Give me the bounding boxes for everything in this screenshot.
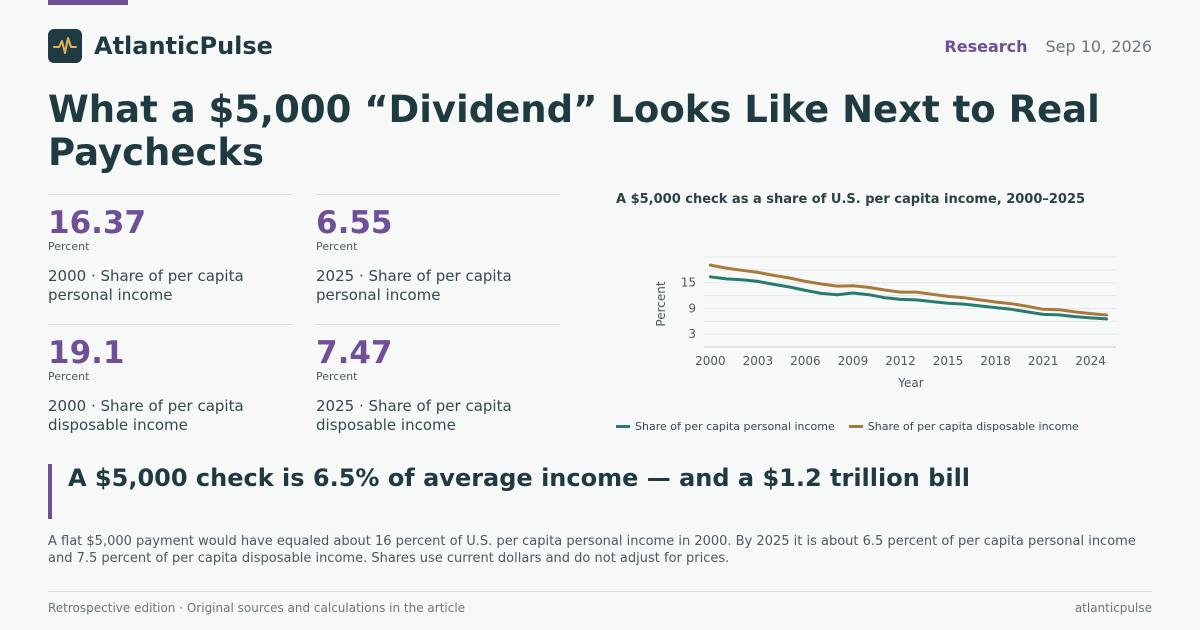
page-footer: Retrospective edition · Original sources…: [48, 591, 1152, 615]
legend-swatch: [616, 425, 630, 428]
stat-value: 6.55: [316, 205, 393, 241]
stat-description: 2000 · Share of per capita disposable in…: [48, 397, 244, 434]
section-link[interactable]: Research: [944, 36, 1028, 56]
x-tick-label: 2018: [980, 354, 1011, 368]
x-tick-label: 2015: [933, 354, 964, 368]
stat-description: 2025 · Share of per capita disposable in…: [316, 397, 512, 434]
callout-text: A $5,000 check is 6.5% of average income…: [68, 464, 971, 492]
x-tick-label: 2003: [743, 354, 774, 368]
pulse-icon[interactable]: [48, 29, 82, 63]
chart-legend: Share of per capita personal income Shar…: [616, 420, 1093, 433]
legend-swatch: [848, 425, 863, 428]
x-tick-label: 2000: [695, 354, 726, 368]
stat-value: 19.1: [48, 335, 125, 371]
stat-unit: Percent: [316, 370, 358, 383]
x-tick-label: 2012: [885, 354, 916, 368]
stat-card: 16.37 Percent 2000 · Share of per capita…: [48, 194, 292, 305]
brand-name[interactable]: AtlanticPulse: [94, 32, 273, 60]
headline: What a $5,000 “Dividend” Looks Like Next…: [48, 88, 1100, 174]
publish-date: Sep 10, 2026: [1045, 36, 1153, 56]
stat-unit: Percent: [48, 240, 90, 253]
legend-item: Share of per capita personal income: [616, 420, 835, 433]
footer-note: Retrospective edition · Original sources…: [48, 601, 466, 615]
callout-quote: A $5,000 check is 6.5% of average income…: [48, 464, 970, 519]
stat-value: 7.47: [316, 335, 393, 371]
x-axis-label: Year: [897, 376, 923, 390]
footer-site[interactable]: atlanticpulse: [1074, 601, 1152, 615]
legend-label: Share of per capita disposable income: [867, 420, 1079, 433]
stat-description: 2000 · Share of per capita personal inco…: [48, 267, 244, 304]
legend-label: Share of per capita personal income: [635, 420, 835, 433]
site-header: AtlanticPulse Research Sep 10, 2026: [48, 28, 1152, 64]
y-axis-label: Percent: [654, 281, 668, 326]
y-tick-label: 15: [681, 276, 696, 290]
series-line: [708, 275, 1108, 321]
body-paragraph: A flat $5,000 payment would have equaled…: [48, 534, 1136, 566]
top-accent-bar: [48, 0, 128, 5]
stat-card: 6.55 Percent 2025 · Share of per capita …: [316, 194, 560, 305]
line-chart: 3 9 15 2000 2003 2006 2009 2012 2015 2018 2021 2024…: [654, 256, 1116, 390]
x-tick-label: 2009: [838, 354, 869, 368]
chart-title: A $5,000 check as a share of U.S. per ca…: [616, 192, 1086, 207]
stat-description: 2025 · Share of per capita personal inco…: [316, 267, 512, 304]
stat-value: 16.37: [48, 205, 147, 241]
x-tick-label: 2024: [1075, 354, 1106, 368]
x-tick-label: 2021: [1028, 354, 1059, 368]
stat-card: 19.1 Percent 2000 · Share of per capita …: [48, 324, 292, 435]
y-tick-label: 9: [688, 301, 696, 315]
y-tick-label: 3: [688, 327, 696, 341]
stat-unit: Percent: [48, 370, 90, 383]
legend-item: Share of per capita disposable income: [848, 420, 1079, 433]
series-line: [708, 263, 1108, 317]
stat-unit: Percent: [316, 240, 358, 253]
stat-card: 7.47 Percent 2025 · Share of per capita …: [316, 324, 560, 435]
x-tick-label: 2006: [790, 354, 821, 368]
